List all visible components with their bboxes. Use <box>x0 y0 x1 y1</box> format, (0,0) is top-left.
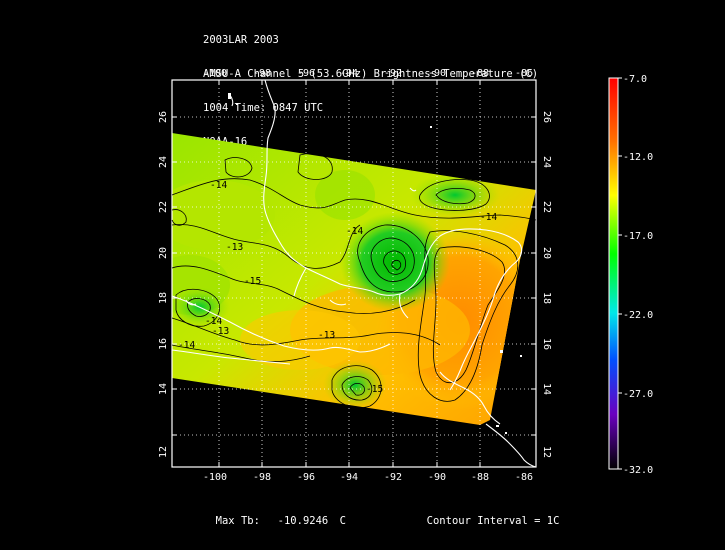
lat-tick-label: 20 <box>158 247 169 259</box>
lat-tick-label: 26 <box>541 111 552 123</box>
max-tb-readout: Max Tb: <box>203 503 260 527</box>
lat-tick-label: 24 <box>158 156 169 168</box>
swath-data-field <box>172 133 536 425</box>
contour-label: -14 <box>178 340 195 351</box>
lon-labels-bottom: -100 -98 -96 -94 -92 -90 -88 -86 <box>203 472 533 483</box>
lon-tick-label: -98 <box>253 472 271 483</box>
lat-tick-label: 26 <box>158 111 169 123</box>
colorbar-label: -7.0 <box>623 74 647 85</box>
lat-tick-label: 14 <box>158 383 169 395</box>
lon-tick-label: -86 <box>515 68 533 79</box>
lat-tick-label: 22 <box>541 201 552 213</box>
lon-tick-label: -88 <box>471 472 489 483</box>
lat-tick-label: 18 <box>158 292 169 304</box>
contour-label: -15 <box>366 384 383 395</box>
max-tb-value-group: -10.9246 <box>265 503 329 527</box>
colorbar-label: -22.0 <box>623 310 653 321</box>
contour-label: -13 <box>212 326 229 337</box>
lat-lon-grid <box>172 80 536 467</box>
lat-labels-right: 26 24 22 20 18 16 14 12 <box>541 111 552 458</box>
contour-interval-text: Contour Interval = 1C <box>426 515 560 527</box>
contour-interval: Contour Interval = 1C <box>414 503 560 527</box>
coastline-islands <box>228 93 522 434</box>
lon-tick-label: -94 <box>340 68 358 79</box>
title-line-1: 2003LAR 2003 <box>203 33 279 46</box>
title-line-3: 1004 Time: 0847 UTC <box>203 102 324 115</box>
max-tb-value: -10.9246 <box>277 515 329 527</box>
contour-label: -15 <box>244 276 261 287</box>
max-tb-unit-group: C <box>327 503 346 527</box>
lon-tick-label: -90 <box>428 68 446 79</box>
coastline <box>171 79 537 468</box>
lat-tick-label: 14 <box>541 383 552 395</box>
contour-label: -14 <box>210 180 227 191</box>
contour-label: -13 <box>318 330 335 341</box>
lon-tick-label: -100 <box>203 472 227 483</box>
lon-tick-label: -90 <box>428 472 446 483</box>
lat-tick-label: 12 <box>541 446 552 458</box>
contour-label: -14 <box>346 226 363 237</box>
lon-tick-label: -86 <box>515 472 533 483</box>
contour-label: -13 <box>226 242 243 253</box>
colorbar-label: -32.0 <box>623 465 653 476</box>
title-line-2: AMSU-A Channel 5 (53.6GHz) Brightness Te… <box>203 68 539 81</box>
contour-labels: -14 -13 -15 -14 -13 -14 -13 -14 -15 -14 <box>178 180 497 395</box>
lat-tick-label: 16 <box>158 338 169 350</box>
map-frame <box>171 79 537 468</box>
lon-tick-label: -96 <box>297 472 315 483</box>
contour-label: -14 <box>480 212 497 223</box>
colorbar-label: -17.0 <box>623 231 653 242</box>
max-tb-unit: C <box>339 515 346 527</box>
contour-label: -14 <box>205 316 222 327</box>
colorbar-gradient <box>608 77 619 470</box>
max-tb-label: Max Tb: <box>215 515 260 527</box>
lon-tick-label: -88 <box>471 68 489 79</box>
lat-tick-label: 22 <box>158 201 169 213</box>
lat-tick-label: 16 <box>541 338 552 350</box>
colorbar: -7.0 -12.0 -17.0 -22.0 -27.0 -32.0 <box>608 74 653 476</box>
lon-tick-label: -92 <box>384 68 402 79</box>
lon-tick-label: -96 <box>297 68 315 79</box>
lon-tick-label: -94 <box>340 472 358 483</box>
lat-tick-label: 24 <box>541 156 552 168</box>
lat-tick-label: 20 <box>541 247 552 259</box>
lat-labels-left: 26 24 22 20 18 16 14 12 <box>158 111 169 458</box>
lat-tick-label: 12 <box>158 446 169 458</box>
colorbar-label: -12.0 <box>623 152 653 163</box>
axis-tick-marks <box>172 80 536 467</box>
lon-tick-label: -98 <box>253 68 271 79</box>
lon-tick-label: -92 <box>384 472 402 483</box>
lon-labels-top: -100 -98 -96 -94 -92 -90 -88 -86 <box>203 68 533 79</box>
colorbar-label: -27.0 <box>623 389 653 400</box>
lat-tick-label: 18 <box>541 292 552 304</box>
lon-tick-label: -100 <box>203 68 227 79</box>
